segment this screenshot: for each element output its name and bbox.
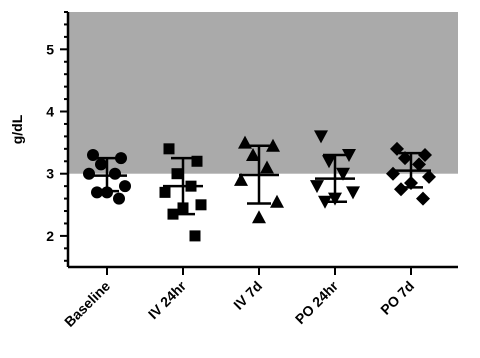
data-point-triangle-down xyxy=(346,186,360,200)
data-point-diamond xyxy=(394,182,408,197)
data-point-triangle-down xyxy=(342,149,356,163)
y-tick-label: 5 xyxy=(46,41,54,57)
data-point-triangle-down xyxy=(310,180,324,194)
x-tick-label: IV 24hr xyxy=(145,277,190,322)
data-point-diamond xyxy=(422,169,436,184)
data-point-circle xyxy=(119,180,131,193)
y-ticks-layer: 2 3 4 5 xyxy=(46,11,68,262)
mean-sd-bars-layer xyxy=(87,144,431,216)
data-point-square xyxy=(195,199,207,211)
data-point-circle xyxy=(83,167,95,180)
x-tick-label: PO 24hr xyxy=(292,277,342,327)
data-point-triangle xyxy=(260,160,274,174)
data-point-triangle xyxy=(266,138,280,152)
data-point-square xyxy=(189,230,201,242)
data-point-square xyxy=(163,143,175,155)
data-point-circle xyxy=(109,167,121,180)
y-tick-label: 2 xyxy=(46,228,54,244)
data-point-triangle xyxy=(252,210,266,224)
data-point-square xyxy=(191,155,203,167)
data-point-circle xyxy=(115,152,127,165)
data-point-triangle-down xyxy=(336,167,350,181)
data-point-diamond xyxy=(418,148,432,163)
data-point-triangle-down xyxy=(314,130,328,144)
y-tick-label: 4 xyxy=(46,104,54,120)
x-tick-label: PO 7d xyxy=(377,278,417,318)
x-tick-label: IV 7d xyxy=(230,278,265,313)
data-point-square xyxy=(171,168,183,180)
data-point-square xyxy=(159,186,171,198)
data-point-diamond xyxy=(416,191,430,206)
data-point-circle xyxy=(113,192,125,205)
x-ticks-layer: Baseline IV 24hr IV 7d PO 24hr PO 7d xyxy=(61,267,417,330)
data-point-triangle xyxy=(234,172,248,186)
data-point-triangle xyxy=(246,148,260,162)
data-point-circle xyxy=(95,158,107,171)
y-tick-label: 3 xyxy=(46,166,54,182)
data-point-diamond xyxy=(412,157,426,172)
y-axis-title: g/dL xyxy=(9,114,25,144)
data-point-triangle xyxy=(270,194,284,208)
data-point-triangle-down xyxy=(322,155,336,169)
x-tick-label: Baseline xyxy=(61,278,113,330)
data-point-diamond xyxy=(398,151,412,166)
